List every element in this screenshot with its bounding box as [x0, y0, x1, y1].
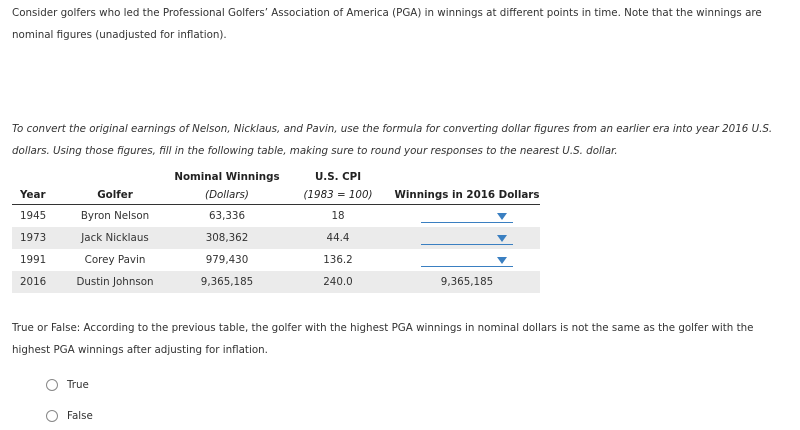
table-cell — [394, 205, 540, 228]
instruction-text: To convert the original earnings of Nels… — [12, 123, 773, 157]
table-cell — [394, 249, 540, 271]
dropdown[interactable] — [421, 254, 513, 267]
table-row: 1991 Corey Pavin 979,430 136.2 — [12, 249, 540, 271]
table-cell: Corey Pavin — [84, 254, 146, 266]
radio[interactable] — [46, 410, 58, 422]
table-row: 2016 Dustin Johnson 9,365,185 240.0 9,365,18… — [12, 271, 540, 293]
table-cell: Byron Nelson — [80, 210, 150, 222]
radio-option[interactable]: True — [46, 379, 89, 391]
table-cell: 9,365,185 — [394, 271, 540, 293]
header: (1983 = 100) — [282, 186, 394, 205]
table-row: 1973 Jack Nicklaus 308,362 44.4 — [12, 227, 540, 249]
table-cell: 979,430 — [205, 254, 249, 266]
data-table: Nominal Winnings U.S. CPI Year Golfer (D… — [12, 168, 540, 293]
table-cell: 63,336 — [208, 210, 246, 222]
table-cell: 1973 — [12, 227, 58, 249]
header: Nominal Winnings — [174, 171, 280, 183]
dropdown[interactable] — [421, 210, 513, 223]
dropdown[interactable] — [421, 232, 513, 245]
header: Golfer — [58, 186, 172, 205]
table-cell: 2016 — [12, 271, 58, 293]
table-cell: 1991 — [20, 254, 47, 266]
table-cell — [394, 227, 540, 249]
header: (Dollars) — [172, 186, 282, 205]
intro-text: Consider golfers who led the Professiona… — [12, 7, 762, 41]
header: U.S. CPI — [314, 171, 362, 183]
table-cell: 1945 — [20, 210, 47, 222]
table-cell: 18 — [331, 210, 345, 222]
option-label: True — [67, 379, 89, 391]
table-cell: 136.2 — [323, 254, 353, 266]
table-cell: 240.0 — [282, 271, 394, 293]
radio-option[interactable]: False — [46, 410, 93, 422]
table-cell: 44.4 — [282, 227, 394, 249]
table-cell: Dustin Johnson — [58, 271, 172, 293]
option-label: False — [67, 410, 93, 422]
radio[interactable] — [46, 379, 58, 391]
question-text: True or False: According to the previous… — [12, 322, 754, 356]
table-cell: 308,362 — [172, 227, 282, 249]
table-row: 1945 Byron Nelson 63,336 18 — [12, 205, 540, 228]
header: Winnings in 2016 Dollars — [394, 186, 540, 205]
table-cell: Jack Nicklaus — [58, 227, 172, 249]
table-body: 1945 Byron Nelson 63,336 18 1973 Jack Nicklau… — [12, 205, 540, 293]
header: Year — [12, 186, 58, 205]
table-cell: 9,365,185 — [172, 271, 282, 293]
